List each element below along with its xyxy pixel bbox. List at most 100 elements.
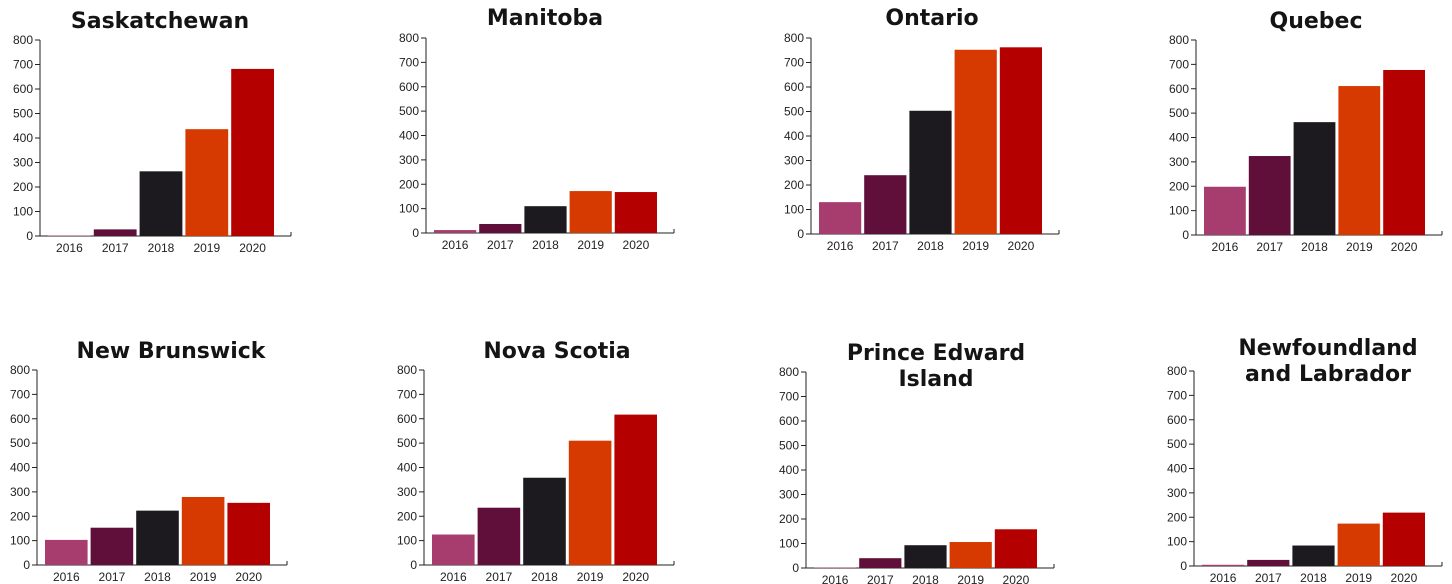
y-tick-label: 700 [1169,57,1189,71]
y-tick-label: 700 [13,58,33,72]
y-tick-label: 600 [1167,413,1187,427]
y-tick-label: 200 [399,177,419,191]
y-tick-label: 300 [397,485,417,499]
x-tick-label: 2017 [486,570,513,584]
y-tick-label: 600 [784,80,804,94]
bar-2017 [864,175,907,234]
x-tick-label: 2020 [623,238,650,252]
chart-title: and Labrador [1245,362,1411,387]
y-tick-label: 400 [784,129,804,143]
y-tick-label: 600 [397,412,417,426]
x-tick-label: 2016 [1212,240,1239,254]
bar-2016 [814,567,857,569]
y-tick-label: 700 [1167,388,1187,402]
bar-2020 [1383,69,1425,235]
x-tick-label: 2017 [872,239,899,253]
y-tick-label: 0 [412,226,419,240]
chart-title: Prince Edward [847,341,1025,366]
chart-panel: Ontario 0 100 200 300 400 500 600 700 800 2016 2017… [784,6,1060,253]
y-tick-label: 400 [1169,131,1189,145]
x-tick-label: 2019 [962,239,989,253]
bar-2016 [1204,186,1246,235]
y-tick-label: 500 [779,439,799,453]
bar-2017 [90,527,134,565]
y-tick-label: 0 [1180,559,1187,573]
bar-2020 [1382,512,1425,566]
y-tick-label: 0 [23,558,30,572]
x-tick-label: 2018 [917,239,944,253]
bar-2016 [45,539,88,565]
x-tick-label: 2019 [1346,240,1373,254]
y-tick-label: 800 [10,363,30,377]
y-tick-label: 500 [10,436,30,450]
y-tick-label: 600 [779,414,799,428]
x-tick-label: 2017 [1256,240,1283,254]
y-tick-label: 400 [13,131,33,145]
x-tick-label: 2018 [148,241,175,255]
bar-2017 [1248,156,1291,235]
x-tick-label: 2019 [577,238,604,252]
y-tick-label: 200 [13,180,33,194]
y-tick-label: 500 [399,104,419,118]
bar-2019 [185,129,229,236]
y-tick-label: 200 [784,178,804,192]
chart-panel: New Brunswick 0 100 200 300 400 500 600 700 800 20… [10,339,288,584]
y-tick-label: 700 [779,390,799,404]
y-tick-label: 300 [13,156,33,170]
y-tick-label: 500 [1167,437,1187,451]
x-tick-label: 2019 [190,570,217,584]
x-tick-label: 2018 [532,238,559,252]
y-tick-label: 600 [10,412,30,426]
y-tick-label: 800 [399,31,419,45]
y-tick-label: 500 [397,436,417,450]
bar-2018 [909,110,952,234]
bar-2019 [1337,523,1380,566]
y-tick-label: 800 [397,363,417,377]
bar-2019 [1338,86,1381,235]
chart-title: Newfoundland [1238,336,1417,361]
y-tick-label: 100 [784,203,804,217]
y-tick-label: 600 [399,80,419,94]
x-tick-label: 2020 [239,241,266,255]
x-tick-label: 2020 [622,570,649,584]
x-tick-label: 2020 [1008,239,1035,253]
x-tick-label: 2020 [1391,571,1418,584]
x-tick-label: 2017 [1255,571,1282,584]
y-tick-label: 0 [792,561,799,575]
y-tick-label: 100 [10,534,30,548]
bar-2019 [569,191,612,233]
y-tick-label: 400 [10,461,30,475]
x-tick-label: 2018 [1301,240,1328,254]
x-tick-label: 2018 [1300,571,1327,584]
chart-title: Quebec [1270,9,1363,34]
x-tick-label: 2016 [822,573,849,584]
y-tick-label: 400 [397,461,417,475]
x-tick-label: 2018 [912,573,939,584]
y-tick-label: 600 [1169,82,1189,96]
bar-2020 [994,529,1037,568]
bar-2020 [231,68,274,236]
y-tick-label: 800 [1169,33,1189,47]
y-tick-label: 500 [1169,106,1189,120]
y-tick-label: 700 [784,56,804,70]
y-tick-label: 300 [779,488,799,502]
bar-2018 [524,206,567,233]
x-tick-label: 2017 [102,241,129,255]
bar-2019 [181,496,225,565]
y-tick-label: 800 [1167,364,1187,378]
bar-2017 [477,507,521,565]
y-tick-label: 200 [779,512,799,526]
x-tick-label: 2019 [1345,571,1372,584]
y-tick-label: 200 [1169,179,1189,193]
x-tick-label: 2020 [235,570,262,584]
bar-2020 [614,192,657,233]
y-tick-label: 400 [1167,462,1187,476]
y-tick-label: 500 [13,107,33,121]
chart-panel: Quebec 0 100 200 300 400 500 600 700 800 2016 2017 2… [1169,9,1443,254]
bar-2017 [93,229,137,236]
y-tick-label: 400 [779,463,799,477]
bar-2019 [568,440,612,565]
bar-2017 [859,558,902,568]
